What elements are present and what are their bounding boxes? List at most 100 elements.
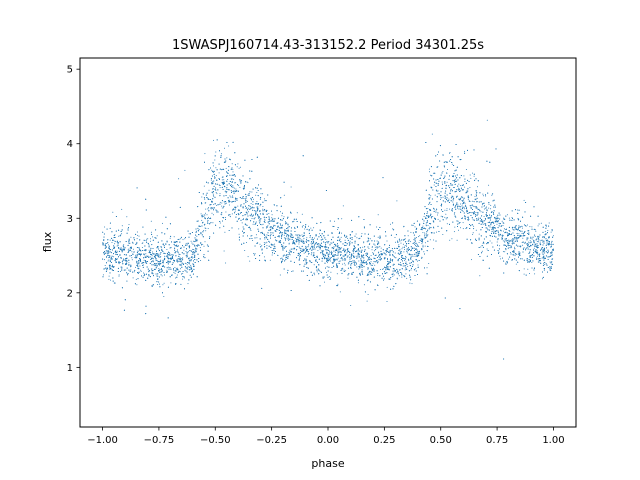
data-point xyxy=(475,199,477,201)
data-point xyxy=(508,258,510,260)
data-point xyxy=(377,214,379,216)
data-point xyxy=(251,191,253,193)
data-point xyxy=(449,239,451,241)
data-point xyxy=(515,263,517,265)
data-point xyxy=(409,282,411,284)
data-point xyxy=(341,257,342,259)
data-point xyxy=(322,250,324,252)
data-point xyxy=(234,182,236,184)
data-point xyxy=(352,261,354,263)
data-point xyxy=(437,166,439,168)
data-point xyxy=(546,247,548,249)
data-point xyxy=(145,262,146,264)
data-point xyxy=(326,251,328,253)
data-point xyxy=(416,237,417,239)
chart-title: 1SWASPJ160714.43-313152.2 Period 34301.2… xyxy=(172,38,484,53)
data-point xyxy=(298,243,300,245)
data-point xyxy=(392,272,394,274)
data-point xyxy=(277,222,279,223)
data-point xyxy=(371,270,373,272)
data-point xyxy=(104,226,106,228)
data-point xyxy=(394,252,396,254)
data-point xyxy=(512,229,514,231)
data-point xyxy=(150,238,151,240)
data-point xyxy=(404,248,405,250)
data-point xyxy=(478,233,480,235)
data-point xyxy=(445,218,447,220)
data-point xyxy=(256,237,258,239)
data-point xyxy=(359,237,361,239)
data-point xyxy=(253,198,254,200)
data-point xyxy=(207,228,209,229)
data-point xyxy=(178,253,180,255)
data-point xyxy=(280,258,281,260)
data-point xyxy=(157,284,159,285)
data-point xyxy=(137,254,138,256)
data-point xyxy=(445,196,447,198)
data-point xyxy=(534,273,536,275)
data-point xyxy=(503,228,505,230)
data-point xyxy=(215,189,217,191)
data-point xyxy=(519,245,521,247)
data-point xyxy=(501,237,503,239)
data-point xyxy=(411,260,413,262)
data-point xyxy=(422,232,424,234)
data-point xyxy=(160,259,162,261)
data-point xyxy=(249,214,251,216)
data-point xyxy=(233,178,235,180)
data-point xyxy=(313,227,315,229)
data-point xyxy=(396,272,398,274)
data-point xyxy=(236,166,238,168)
data-point xyxy=(232,195,233,197)
data-point xyxy=(446,208,448,210)
data-point xyxy=(474,206,476,208)
data-point xyxy=(482,195,484,197)
data-point xyxy=(501,220,503,222)
data-point xyxy=(471,200,473,202)
data-point xyxy=(396,278,398,280)
data-point xyxy=(340,236,342,238)
data-point xyxy=(504,238,506,240)
data-point xyxy=(327,257,329,259)
data-point xyxy=(445,213,447,215)
data-point xyxy=(429,171,430,173)
data-point xyxy=(462,228,464,230)
data-point xyxy=(344,254,345,256)
data-point xyxy=(333,261,335,263)
data-point xyxy=(529,226,531,228)
data-point xyxy=(204,198,206,200)
data-point xyxy=(306,250,308,252)
data-point xyxy=(112,211,114,213)
data-point xyxy=(249,260,251,262)
data-point xyxy=(255,194,257,196)
data-point xyxy=(185,251,187,252)
data-point xyxy=(316,269,318,271)
data-point xyxy=(290,233,292,235)
data-point xyxy=(502,240,504,242)
data-point xyxy=(336,248,338,250)
data-point xyxy=(363,242,365,244)
data-point xyxy=(423,216,425,218)
data-point xyxy=(326,271,327,273)
data-point xyxy=(508,239,510,241)
data-point xyxy=(194,255,195,257)
data-point xyxy=(252,209,254,211)
data-point xyxy=(250,203,252,205)
data-point xyxy=(231,196,233,198)
data-point xyxy=(202,214,204,216)
data-point xyxy=(200,260,202,261)
data-point xyxy=(458,183,460,185)
data-point xyxy=(451,163,453,165)
data-point xyxy=(147,238,149,240)
data-point xyxy=(141,262,143,264)
data-point xyxy=(410,241,412,243)
data-point xyxy=(514,246,515,248)
data-point xyxy=(247,207,249,209)
data-point xyxy=(175,277,177,279)
data-point xyxy=(311,244,313,246)
data-point xyxy=(370,255,372,257)
data-point xyxy=(527,261,528,263)
data-point xyxy=(449,152,450,154)
data-point xyxy=(534,245,536,247)
data-point xyxy=(118,274,120,276)
